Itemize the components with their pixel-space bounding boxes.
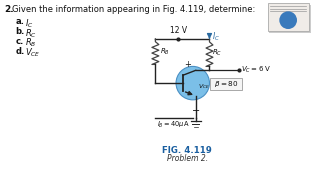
- Text: c.: c.: [16, 37, 24, 46]
- Text: b.: b.: [16, 27, 25, 36]
- Text: Given the information appearing in Fig. 4.119, determine:: Given the information appearing in Fig. …: [12, 5, 255, 14]
- Text: $V_{CE}$: $V_{CE}$: [25, 47, 40, 59]
- Text: $R_C$: $R_C$: [212, 48, 223, 58]
- Circle shape: [176, 66, 210, 100]
- Text: Problem 2.: Problem 2.: [167, 154, 208, 163]
- FancyBboxPatch shape: [211, 78, 242, 90]
- Text: $I_B = 40\mu$A: $I_B = 40\mu$A: [157, 120, 190, 130]
- Text: $R_B$: $R_B$: [160, 47, 170, 57]
- Circle shape: [279, 11, 297, 29]
- Text: 12 V: 12 V: [170, 26, 187, 35]
- Text: $V_C = 6$ V: $V_C = 6$ V: [241, 65, 271, 75]
- Text: a.: a.: [16, 17, 25, 26]
- FancyBboxPatch shape: [269, 5, 311, 33]
- Text: $V_{CE}$: $V_{CE}$: [198, 82, 210, 91]
- Text: $R_C$: $R_C$: [25, 27, 36, 40]
- Text: $I_C$: $I_C$: [25, 17, 33, 30]
- Text: $\beta = 80$: $\beta = 80$: [214, 79, 238, 89]
- Text: $I_C$: $I_C$: [212, 31, 220, 43]
- Text: FIG. 4.119: FIG. 4.119: [163, 147, 212, 156]
- Text: −: −: [192, 106, 200, 116]
- Text: d.: d.: [16, 47, 25, 56]
- Text: 2.: 2.: [4, 5, 13, 14]
- FancyBboxPatch shape: [268, 3, 309, 31]
- Text: $R_B$: $R_B$: [25, 37, 36, 49]
- Text: +: +: [184, 60, 191, 69]
